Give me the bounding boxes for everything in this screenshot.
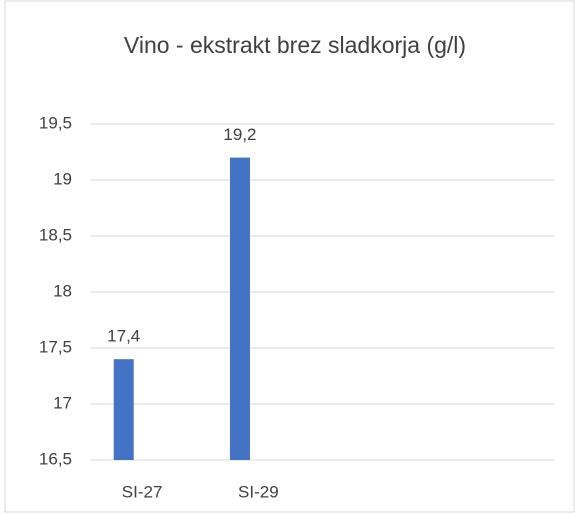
- chart-border: [4, 0, 575, 513]
- x-tick-label: SI-29: [238, 482, 279, 501]
- y-tick-label: 17: [53, 393, 72, 412]
- data-label: 19,2: [223, 125, 256, 144]
- bar: [113, 359, 134, 460]
- chart-title: Vino - ekstrakt brez sladkorja (g/l): [124, 32, 466, 58]
- data-label: 17,4: [107, 327, 140, 346]
- y-tick-label: 18,5: [39, 225, 72, 244]
- x-tick-label: SI-27: [122, 482, 163, 501]
- y-tick-label: 16,5: [39, 449, 72, 468]
- y-tick-label: 19: [53, 169, 72, 188]
- y-tick-label: 18: [53, 281, 72, 300]
- bar: [229, 157, 250, 460]
- y-tick-label: 17,5: [39, 337, 72, 356]
- y-tick-label: 19,5: [39, 113, 72, 132]
